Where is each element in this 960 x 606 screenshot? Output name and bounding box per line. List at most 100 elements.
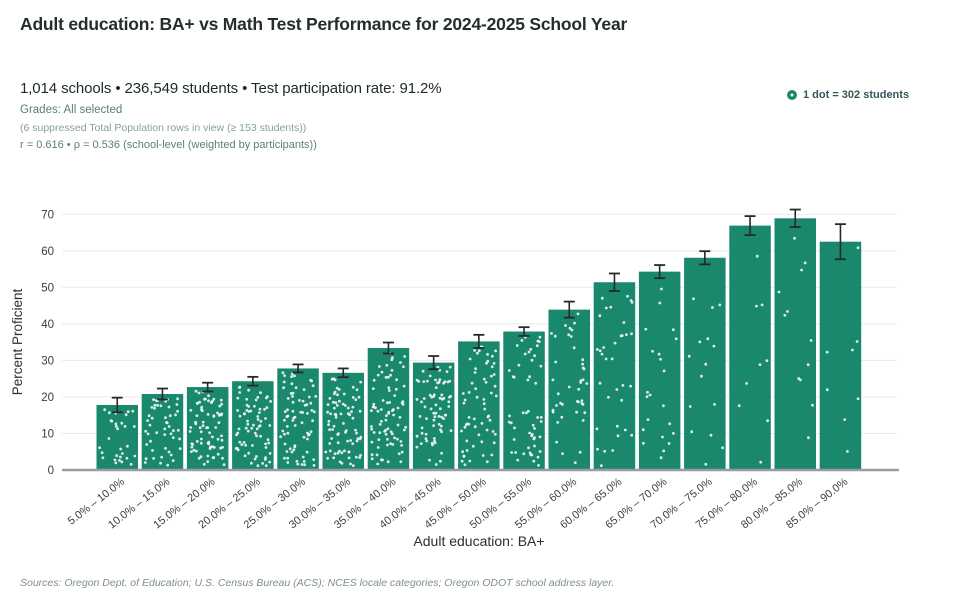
student-dot xyxy=(444,413,447,417)
student-dot xyxy=(237,427,241,431)
student-dot xyxy=(515,344,519,347)
student-dot xyxy=(600,464,603,468)
student-dot xyxy=(349,439,352,442)
student-dot xyxy=(167,405,171,409)
student-dot xyxy=(432,418,436,422)
student-dot xyxy=(493,432,497,436)
student-dot xyxy=(190,450,193,453)
student-dot xyxy=(328,449,332,453)
student-dot xyxy=(356,437,360,440)
student-dot xyxy=(208,445,212,449)
student-dot xyxy=(250,426,254,430)
student-dot xyxy=(434,463,438,466)
student-dot xyxy=(583,411,587,415)
student-dot xyxy=(165,421,168,424)
student-dot xyxy=(400,401,404,405)
student-dot xyxy=(354,398,358,401)
student-dot xyxy=(146,419,150,422)
student-dot xyxy=(265,406,269,409)
student-dot xyxy=(267,441,271,445)
student-dot xyxy=(491,354,494,358)
student-dot xyxy=(114,425,118,428)
bar-5.0% – 10.0%[interactable] xyxy=(96,404,139,470)
student-dot xyxy=(189,426,193,429)
bar-75.0% – 80.0%[interactable] xyxy=(729,225,771,470)
student-dot xyxy=(289,392,293,395)
student-dot xyxy=(755,254,759,258)
student-dot xyxy=(537,464,540,467)
student-dot xyxy=(390,358,394,362)
student-dot xyxy=(481,454,485,457)
student-dot xyxy=(346,406,350,410)
student-dot xyxy=(286,456,290,460)
student-dot xyxy=(443,380,447,384)
bar-80.0% – 85.0%[interactable] xyxy=(774,218,817,470)
student-dot xyxy=(712,344,716,348)
student-dot xyxy=(255,434,258,438)
student-dot xyxy=(396,406,400,410)
student-dot xyxy=(425,417,428,420)
bar-65.0% – 70.0%[interactable] xyxy=(638,271,681,470)
student-dot xyxy=(490,365,494,369)
student-dot xyxy=(668,422,672,426)
student-dot xyxy=(706,337,710,341)
student-dot xyxy=(120,460,124,464)
student-dot xyxy=(445,370,449,373)
student-dot xyxy=(400,450,404,454)
student-dot xyxy=(217,421,221,425)
student-dot xyxy=(490,374,493,378)
y-tick-label: 50 xyxy=(41,282,54,294)
student-dot xyxy=(156,403,159,407)
student-dot xyxy=(766,419,769,423)
student-dot xyxy=(246,419,249,423)
student-dot xyxy=(461,450,464,454)
student-dot xyxy=(327,423,330,426)
student-dot xyxy=(336,393,339,397)
student-dot xyxy=(256,418,260,421)
student-dot xyxy=(261,462,265,465)
student-dot xyxy=(399,440,403,443)
student-dot xyxy=(393,436,396,440)
student-dot xyxy=(336,451,340,455)
y-tick-label: 0 xyxy=(48,465,54,477)
student-dot xyxy=(387,389,391,392)
student-dot xyxy=(644,327,648,331)
student-dot xyxy=(202,462,206,466)
student-dot xyxy=(131,409,135,413)
student-dot xyxy=(311,419,314,423)
student-dot xyxy=(207,394,211,398)
student-dot xyxy=(307,395,311,399)
student-dot xyxy=(286,431,290,435)
student-dot xyxy=(219,446,222,450)
student-dot xyxy=(465,449,469,452)
bar-60.0% – 65.0%[interactable] xyxy=(593,282,636,470)
bar-85.0% – 90.0%[interactable] xyxy=(819,241,862,470)
student-dot xyxy=(286,408,289,412)
student-dot xyxy=(713,403,716,406)
student-dot xyxy=(602,346,606,349)
bar-45.0% – 50.0%[interactable] xyxy=(458,341,500,470)
bar-50.0% – 55.0%[interactable] xyxy=(503,331,545,470)
student-dot xyxy=(164,416,167,420)
student-dot xyxy=(247,388,251,392)
student-dot xyxy=(533,444,536,448)
student-dot xyxy=(279,435,282,439)
student-dot xyxy=(825,350,829,354)
student-dot xyxy=(283,442,287,446)
student-dot xyxy=(434,386,438,389)
student-dot xyxy=(462,401,466,405)
student-dot xyxy=(292,448,296,452)
student-dot xyxy=(291,409,295,413)
student-dot xyxy=(799,378,802,382)
student-dot xyxy=(166,463,170,467)
student-dot xyxy=(211,456,215,460)
student-dot xyxy=(418,415,422,418)
student-dot xyxy=(432,411,436,415)
bar-35.0% – 40.0%[interactable] xyxy=(367,347,410,470)
student-dot xyxy=(825,388,829,392)
student-dot xyxy=(538,435,542,439)
student-dot xyxy=(438,378,442,382)
student-dot xyxy=(551,378,555,382)
student-dot xyxy=(211,445,214,449)
student-dot xyxy=(306,412,309,415)
